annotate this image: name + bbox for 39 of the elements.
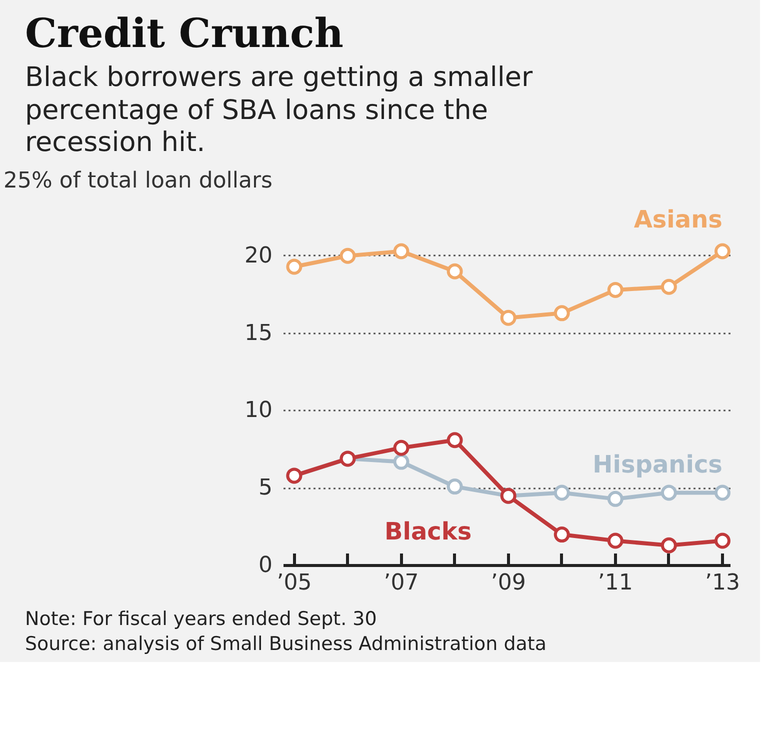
series-label: Hispanics xyxy=(592,451,722,480)
x-tick-label: ’13 xyxy=(704,570,740,596)
x-tick-label: ’09 xyxy=(490,570,526,596)
point xyxy=(340,248,356,264)
source-note: Source: analysis of Small Business Administration data xyxy=(25,632,548,657)
y-tick-label: 20 xyxy=(244,244,273,269)
point xyxy=(660,485,677,502)
series-label: Blacks xyxy=(384,518,472,546)
point xyxy=(607,533,624,550)
x-tick-label: ’07 xyxy=(384,570,419,596)
point xyxy=(607,491,624,508)
point xyxy=(714,485,730,502)
point xyxy=(446,432,463,448)
chart-subtitle: Black borrowers are getting a smaller percentage of SBA loans since the recession hit. xyxy=(25,62,534,160)
point xyxy=(660,279,677,296)
point xyxy=(393,454,410,470)
point xyxy=(714,244,730,260)
y-tick-label: 5 xyxy=(258,476,273,501)
point xyxy=(714,533,730,550)
point xyxy=(393,440,410,456)
y-tick-label: 25% of total loan dollars xyxy=(3,168,273,194)
text: Note: For fiscal years ended Sept. 30 xyxy=(25,607,378,632)
point xyxy=(286,259,302,276)
x-tick-label: ’11 xyxy=(598,570,633,596)
point xyxy=(446,478,463,495)
point xyxy=(393,244,410,260)
point xyxy=(554,485,570,502)
chart-title: Credit Crunch xyxy=(25,9,344,59)
x-tick-label: ’05 xyxy=(276,570,312,596)
point xyxy=(554,306,570,322)
y-tick-label: 10 xyxy=(244,398,273,424)
point xyxy=(607,282,624,298)
y-tick-label: 0 xyxy=(258,553,273,578)
point xyxy=(554,526,570,543)
series-label: Asians xyxy=(634,206,722,234)
point xyxy=(446,264,463,280)
y-tick-label: 15 xyxy=(244,321,273,346)
point xyxy=(500,310,516,326)
point xyxy=(660,538,677,554)
